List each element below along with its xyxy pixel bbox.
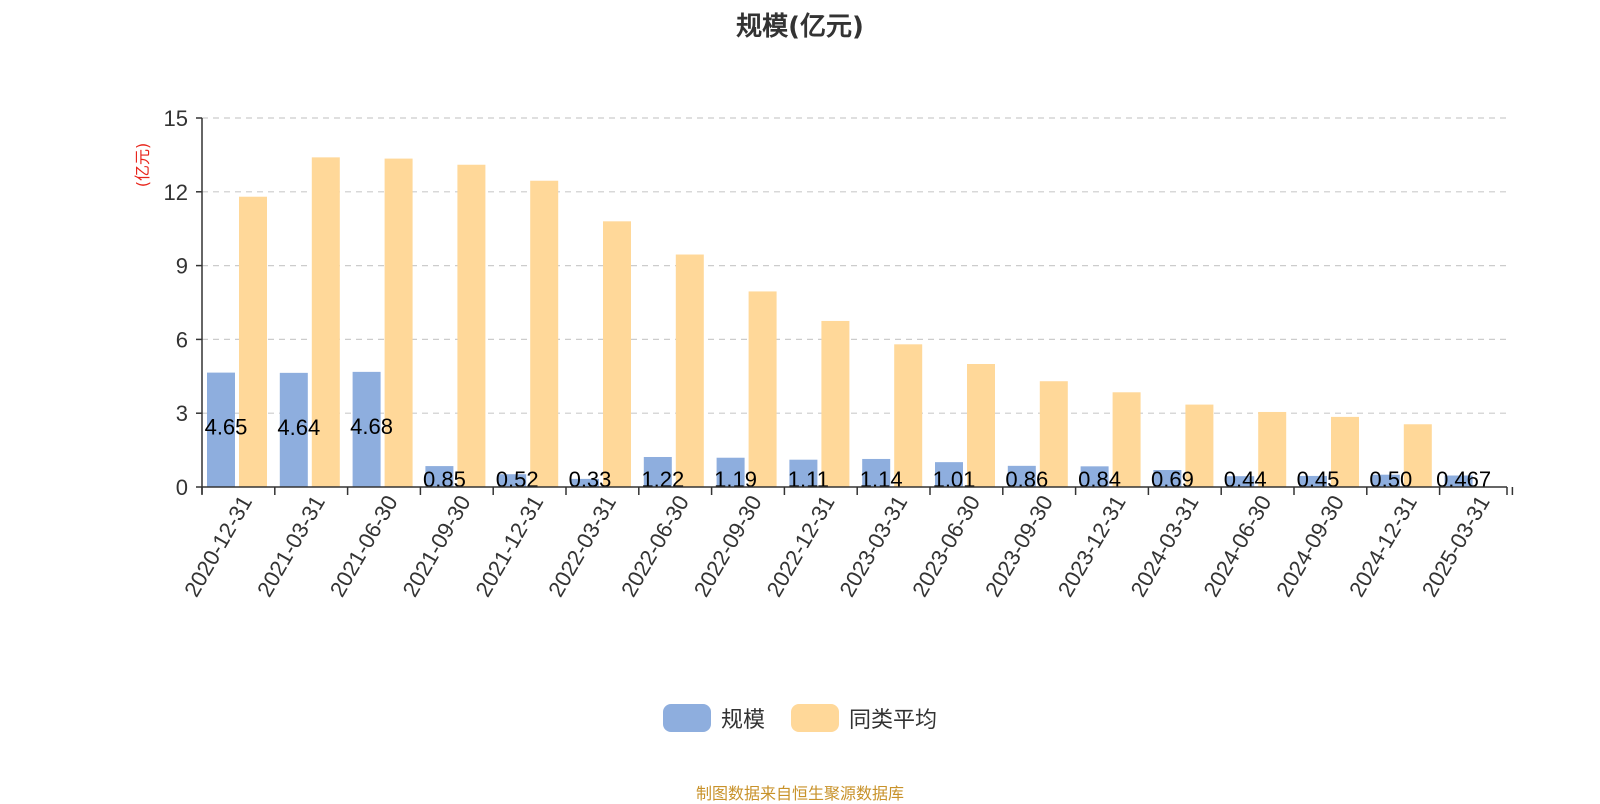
bar-peer-average [1039,381,1068,487]
bar-scale [789,459,818,487]
x-tick-label: 2024-06-30 [1198,491,1276,601]
chart-title: 规模(亿元) [736,12,864,42]
data-label-scale: 1.14 [860,467,903,492]
bar-scale [1153,470,1182,487]
y-tick-label: 12 [164,180,188,205]
bar-scale [279,372,308,487]
x-tick-label: 2024-09-30 [1271,491,1349,601]
bar-scale [716,457,745,487]
legend-swatch-scale [662,704,711,732]
x-tick-label: 2022-12-31 [762,491,840,601]
bar-peer-average [1403,424,1432,487]
bar-scale [498,474,527,487]
x-tick-label: 2022-06-30 [616,491,694,601]
data-label-scale: 0.52 [496,467,539,492]
data-label-scale: 0.69 [1151,467,1194,492]
x-tick-label: 2024-12-31 [1344,491,1422,601]
data-label-scale: 1.01 [933,467,976,492]
bar-peer-average [1112,392,1141,487]
bar-scale [1226,476,1255,487]
bar-scale [862,458,891,487]
x-tick-label: 2023-06-30 [907,491,985,601]
legend-item-scale[interactable]: 规模 [662,702,765,734]
bar-scale [571,478,599,487]
bar-scale [1007,465,1036,487]
bar-peer-average [239,196,267,487]
y-tick-label: 3 [176,401,188,426]
bar-peer-average [748,291,777,487]
x-tick-label: 2023-09-30 [980,491,1058,601]
bar-peer-average [1258,411,1287,487]
data-label-scale: 0.85 [423,467,466,492]
x-tick-label: 2021-09-30 [398,491,476,601]
x-tick-label: 2025-03-31 [1417,491,1495,601]
data-label-scale: 4.64 [277,415,320,440]
bar-scale [425,466,454,487]
bar-scale [935,462,963,487]
bar-peer-average [894,344,923,487]
legend-swatch-peer-average [791,704,839,732]
x-tick-label: 2022-03-31 [543,491,621,601]
x-tick-label: 2021-03-31 [252,491,330,601]
y-tick-label: 6 [176,327,188,352]
x-tick-label: 2020-12-31 [179,491,257,601]
source-note: 制图数据来自恒生聚源数据库 [695,784,904,803]
bar-peer-average [530,180,559,488]
bar-peer-average [967,364,995,487]
bar-peer-average [821,320,850,487]
data-label-scale: 1.11 [788,467,829,492]
bar-scale [1299,475,1327,487]
bar-scale [1444,475,1473,487]
bar-peer-average [1185,404,1214,487]
legend-item-peer-average[interactable]: 同类平均 [791,702,937,734]
data-label-scale: 0.50 [1369,467,1412,492]
data-label-scale: 0.33 [569,467,612,492]
bar-peer-average [1331,416,1359,487]
bar-scale [1080,466,1109,487]
data-label-scale: 0.86 [1005,467,1048,492]
bar-peer-average [311,157,340,488]
bar-scale [643,456,672,487]
data-label-scale: 0.84 [1078,467,1121,492]
bar-peer-average [603,221,631,487]
y-tick-label: 15 [164,106,188,131]
y-tick-label: 0 [176,475,188,500]
data-label-scale: 4.65 [205,415,248,440]
x-tick-label: 2021-06-30 [325,491,403,601]
bar-peer-average [675,254,704,487]
data-label-scale: 1.19 [714,467,757,492]
x-tick-label: 2023-12-31 [1053,491,1131,601]
data-label-scale: 4.68 [350,414,393,439]
x-tick-label: 2024-03-31 [1126,491,1204,601]
legend: 规模 同类平均 [0,702,1600,734]
bar-peer-average [457,164,486,488]
bar-scale [352,371,381,487]
data-label-scale: 0.45 [1297,467,1340,492]
x-tick-label: 2021-12-31 [470,491,548,601]
bar-scale [207,372,235,487]
x-tick-label: 2023-03-31 [834,491,912,601]
legend-label-scale: 规模 [720,708,765,733]
y-tick-label: 9 [176,254,188,279]
data-label-scale: 0.44 [1224,467,1267,492]
bar-scale [1371,474,1400,487]
bar-peer-average [384,158,413,487]
y-axis-label: (亿元) [133,143,152,188]
data-label-scale: 0.467 [1436,467,1491,492]
data-label-scale: 1.22 [641,467,684,492]
legend-label-peer-average: 同类平均 [849,708,938,733]
x-tick-label: 2022-09-30 [689,491,767,601]
